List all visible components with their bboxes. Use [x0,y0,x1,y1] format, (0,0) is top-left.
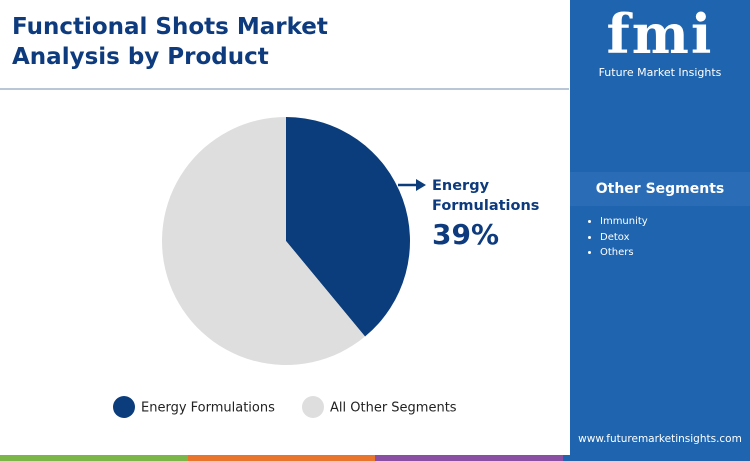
logo: fmi [606,2,714,66]
brand-name: Future Market Insights [598,66,722,79]
callout-arrowhead [416,179,426,191]
pie-slice [286,117,410,337]
chart-title: Functional Shots Market Analysis by Prod… [12,14,328,70]
legend-swatch [302,396,324,418]
segment-item: Immunity [600,214,648,230]
segment-item: Others [600,245,648,261]
segment-list: ImmunityDetoxOthers [584,214,648,261]
sidebar-heading: Other Segments [570,172,750,206]
pie-slice [161,117,366,365]
sidebar: fmi Future Market Insights Other Segment… [570,0,750,455]
divider [0,88,569,90]
legend-swatch [113,396,135,418]
legend-label: Energy Formulations [141,401,275,416]
legend-label: All Other Segments [330,401,457,416]
url: www.futuremarketinsights.com [578,433,742,445]
color-strip [0,455,750,461]
segment-item: Detox [600,230,648,246]
chart: Energy Formulations All Other Segments [113,117,457,418]
value-label: 39% [432,218,500,251]
callout-label: Energy Formulations [432,178,540,214]
